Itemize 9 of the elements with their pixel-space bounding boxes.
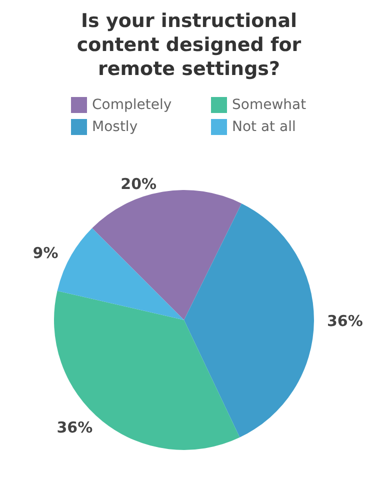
legend-label: Completely <box>92 97 172 113</box>
data-label: 36% <box>56 418 93 437</box>
legend-label: Mostly <box>92 119 138 135</box>
data-label: 9% <box>32 244 58 262</box>
legend-label: Not at all <box>232 119 296 135</box>
legend-label: Somewhat <box>232 97 307 113</box>
data-label: 36% <box>326 312 363 330</box>
data-label: 20% <box>120 174 157 193</box>
chart-title: Is your instructional content designed for remote settings? <box>76 10 302 80</box>
